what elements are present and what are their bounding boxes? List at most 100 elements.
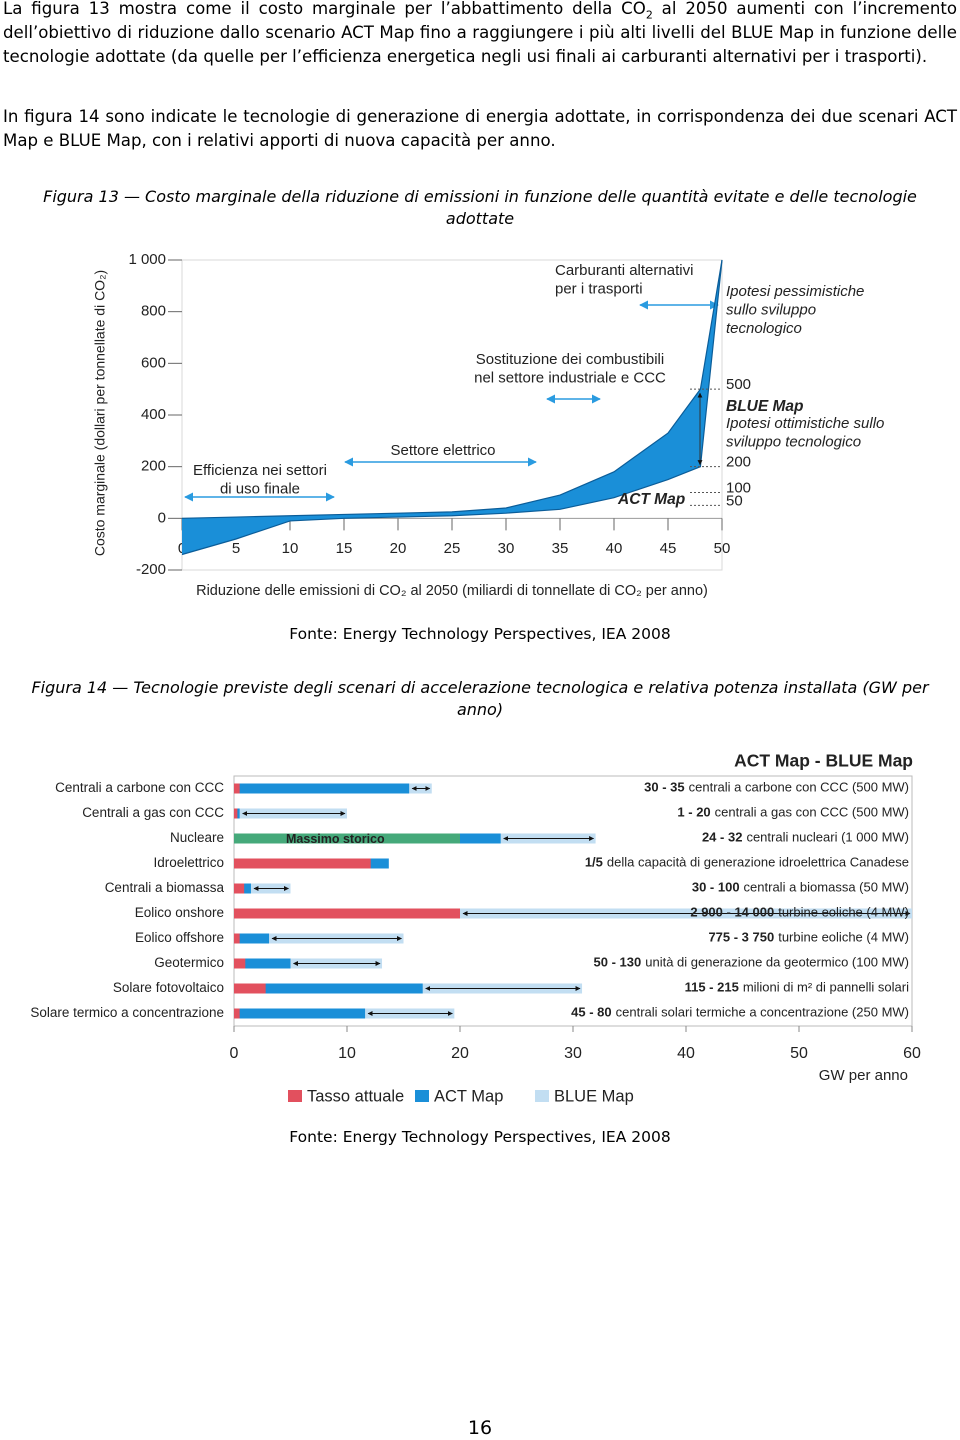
y-tick-label: 0 xyxy=(158,509,166,526)
category-label: Centrali a gas con CCC xyxy=(82,805,224,820)
annotation-bold: 24 - 32 xyxy=(702,830,742,845)
category-label: Geotermico xyxy=(154,955,224,970)
annotation-text: della capacità di generazione idroelettr… xyxy=(607,855,909,870)
annotation: Ipotesi ottimistiche sullo xyxy=(726,415,884,432)
annotation: sviluppo tecnologico xyxy=(726,433,861,450)
x-tick-label: 15 xyxy=(336,540,353,557)
category-label: Idroelettrico xyxy=(153,855,224,870)
legend-swatch xyxy=(415,1090,429,1102)
annotation: 24 - 32 centrali nucleari (1 000 MW) xyxy=(702,830,909,845)
bar xyxy=(234,1008,240,1019)
x-tick-label: 25 xyxy=(444,540,461,557)
annotation: 775 - 3 750 turbine eoliche (4 MW) xyxy=(708,930,909,945)
x-tick-label: 50 xyxy=(714,540,731,557)
bar xyxy=(234,958,246,969)
annotation-bold: 50 - 130 xyxy=(594,955,642,970)
x-tick-label: 10 xyxy=(338,1045,356,1062)
bar xyxy=(234,783,410,794)
page-number: 16 xyxy=(467,1417,493,1439)
annotation-bold: 775 - 3 750 xyxy=(708,930,774,945)
legend-swatch xyxy=(535,1090,549,1102)
bar xyxy=(234,933,270,944)
annotation: Ipotesi pessimistiche xyxy=(726,283,864,300)
annotation-bold: 1/5 xyxy=(585,855,603,870)
marker-value: 200 xyxy=(726,454,751,471)
x-tick-label: 35 xyxy=(552,540,569,557)
annotation-bold: 45 - 80 xyxy=(571,1005,611,1020)
annotation-text: centrali solari termiche a concentrazion… xyxy=(616,1005,909,1020)
annotation: Carburanti alternativi xyxy=(555,262,693,279)
y-tick-label: 400 xyxy=(141,406,166,423)
annotation-bold: 2 900 - 14 000 xyxy=(690,905,774,920)
series-line xyxy=(181,259,723,519)
series-line xyxy=(181,259,723,556)
annotation: 45 - 80 centrali solari termiche a concen… xyxy=(571,1005,909,1020)
bar xyxy=(234,933,240,944)
x-axis-label: Riduzione delle emissioni di CO₂ al 2050… xyxy=(196,583,708,599)
annotation: Efficienza nei settori xyxy=(193,462,327,479)
annotation: 30 - 35 centrali a carbone con CCC (500 M… xyxy=(644,780,909,795)
annotation-bold: 30 - 35 xyxy=(644,780,684,795)
y-tick-label: 200 xyxy=(141,458,166,475)
x-tick-label: 10 xyxy=(282,540,299,557)
annotation: tecnologico xyxy=(726,320,802,337)
bar xyxy=(234,858,371,869)
series-label: BLUE Map xyxy=(726,398,804,415)
bar xyxy=(234,983,266,994)
x-tick-label: 30 xyxy=(564,1045,582,1062)
series-label: Massimo storico xyxy=(286,832,385,846)
annotation-text: milioni di m² di pannelli solari xyxy=(743,980,909,995)
category-label: Nucleare xyxy=(170,830,224,845)
marker-value: 500 xyxy=(726,376,751,393)
annotation-text: centrali a biomassa (50 MW) xyxy=(744,880,909,895)
y-tick-label: 800 xyxy=(141,303,166,320)
bar xyxy=(234,1008,366,1019)
area-fill xyxy=(182,260,722,555)
bar xyxy=(234,983,423,994)
bar xyxy=(234,783,240,794)
text-run: al 2050 aumenti con l’incremento dell’ob… xyxy=(3,0,958,66)
bar xyxy=(234,883,245,894)
annotation: per i trasporti xyxy=(555,280,643,297)
legend-label: Tasso attuale xyxy=(307,1087,404,1105)
annotation-text: centrali a carbone con CCC (500 MW) xyxy=(689,780,909,795)
y-tick-label: 600 xyxy=(141,354,166,371)
annotation: 2 900 - 14 000 turbine eoliche (4 MW) xyxy=(690,905,909,920)
subscript: 2 xyxy=(645,8,653,22)
x-tick-label: 45 xyxy=(660,540,677,557)
x-tick-label: 30 xyxy=(498,540,515,557)
annotation-bold: 1 - 20 xyxy=(677,805,710,820)
x-tick-label: 5 xyxy=(232,540,240,557)
annotation: 50 - 130 unità di generazione da geotermi… xyxy=(594,955,909,970)
annotation-text: centrali a gas con CCC (500 MW) xyxy=(715,805,909,820)
paragraph: In figura 14 sono indicate le tecnologie… xyxy=(3,107,957,150)
figure-caption: Figura 14 — Tecnologie previste degli sc… xyxy=(31,678,929,719)
annotation: 115 - 215 milioni di m² di pannelli solar… xyxy=(685,980,910,995)
paragraph: La figura 13 mostra come il costo margin… xyxy=(3,0,957,69)
figure-caption: Figura 13 — Costo marginale della riduzi… xyxy=(43,187,917,228)
figure-source: Fonte: Energy Technology Perspectives, I… xyxy=(289,625,671,643)
marker-value: 100 xyxy=(726,479,751,496)
y-axis-label: Costo marginale (dollari per tonnellate … xyxy=(92,270,108,556)
bar xyxy=(234,808,238,819)
bar xyxy=(234,958,291,969)
annotation-text: turbine eoliche (4 MW) xyxy=(778,905,909,920)
category-label: Solare fotovoltaico xyxy=(113,980,224,995)
x-tick-label: 0 xyxy=(230,1045,239,1062)
annotation: Settore elettrico xyxy=(390,442,495,459)
annotation: 1 - 20 centrali a gas con CCC (500 MW) xyxy=(677,805,909,820)
legend-label: BLUE Map xyxy=(554,1087,634,1105)
x-tick-label: 50 xyxy=(790,1045,808,1062)
category-label: Eolico onshore xyxy=(135,905,224,920)
annotation: 30 - 100 centrali a biomassa (50 MW) xyxy=(692,880,909,895)
bar xyxy=(234,908,460,919)
marker-value: 50 xyxy=(726,492,743,509)
category-label: Eolico offshore xyxy=(135,930,224,945)
series-label: ACT Map xyxy=(617,491,685,508)
x-axis-label: GW per anno xyxy=(819,1067,908,1084)
y-tick-label: -200 xyxy=(136,561,166,578)
annotation: di uso finale xyxy=(220,480,300,497)
annotation: nel settore industriale e CCC xyxy=(474,369,666,386)
annotation-text: turbine eoliche (4 MW) xyxy=(778,930,909,945)
